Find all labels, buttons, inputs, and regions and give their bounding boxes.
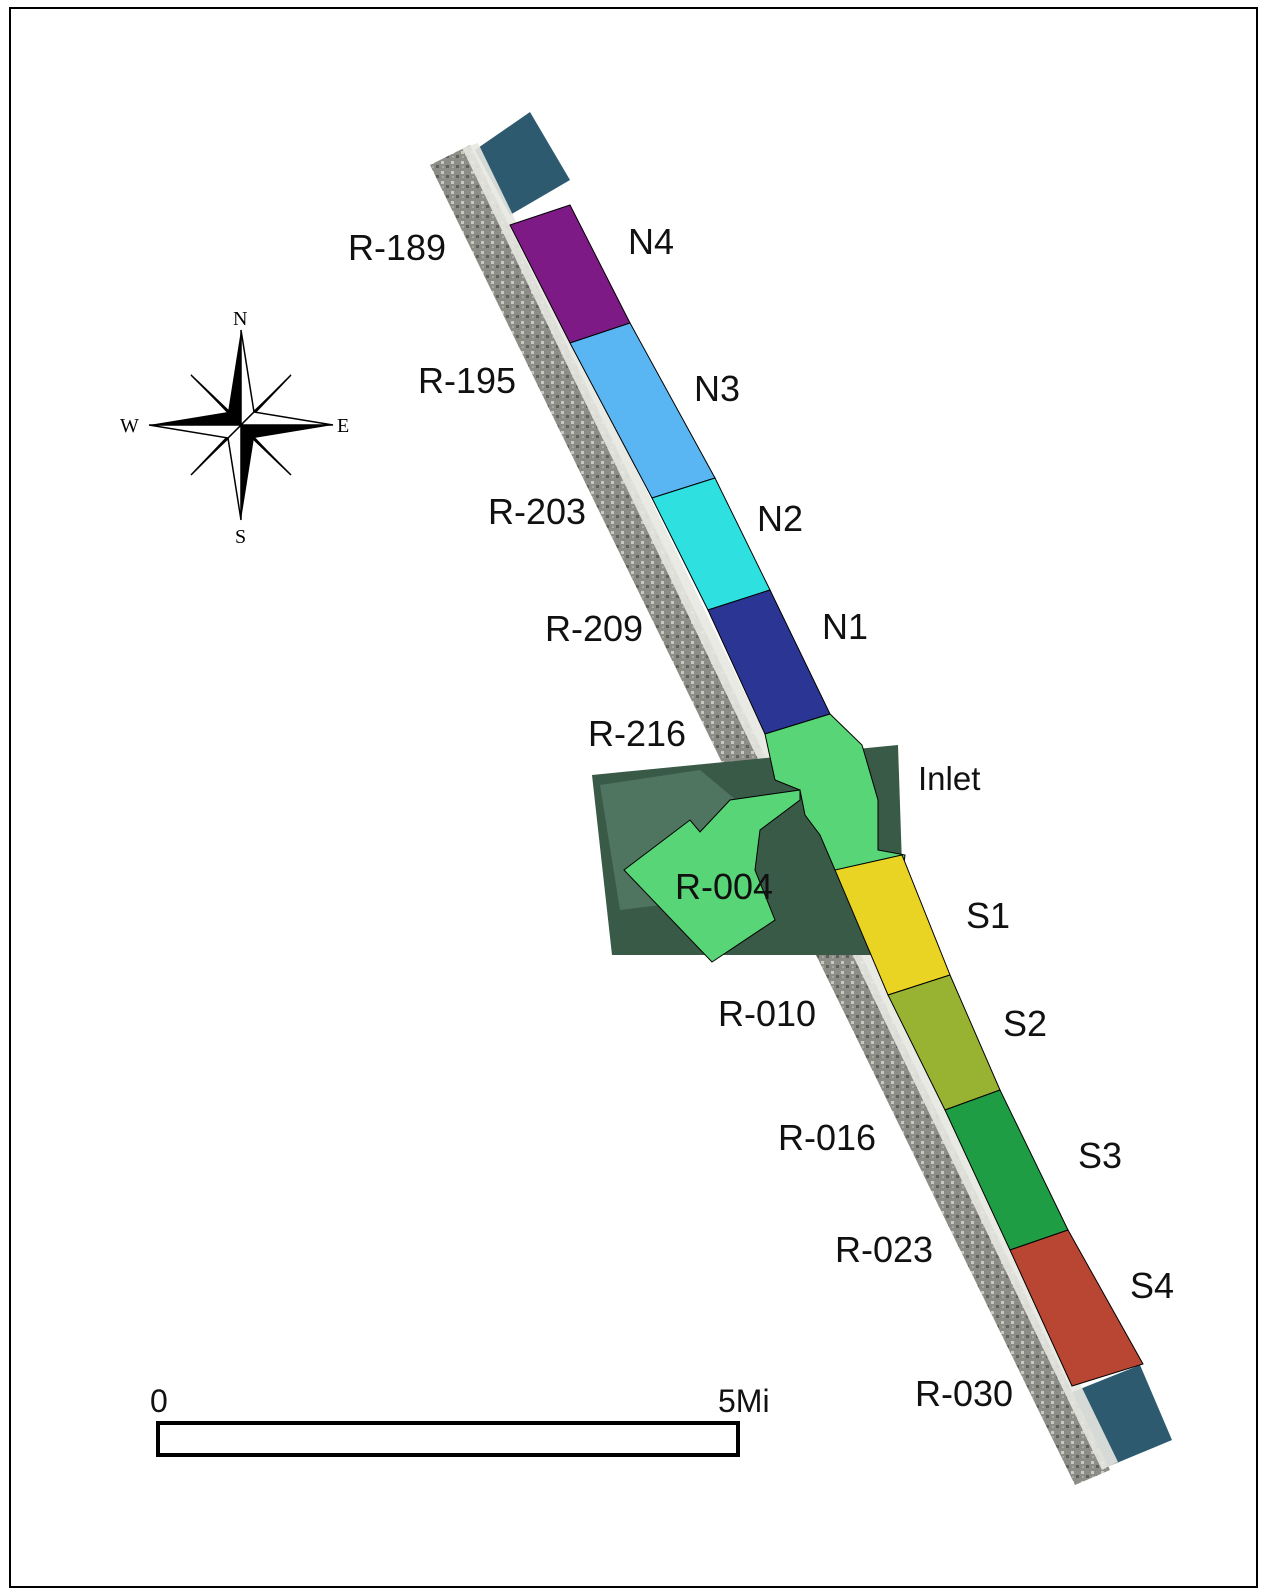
segment-label-inlet: Inlet [918,760,980,797]
monument-label-r195: R-195 [418,360,516,401]
monument-label-r010: R-010 [718,993,816,1034]
segment-label-n1: N1 [822,606,868,647]
scale-bar-start-label: 0 [150,1383,168,1419]
scale-bar-end-label: 5Mi [718,1383,770,1419]
monument-label-r203: R-203 [488,491,586,532]
compass-label-w: W [120,415,139,437]
segment-label-n4: N4 [628,221,674,262]
segment-label-s1: S1 [966,895,1010,936]
segment-label-s4: S4 [1130,1265,1174,1306]
monument-label-r189: R-189 [348,227,446,268]
compass-rose-icon [148,329,334,521]
scale-bar [156,1421,740,1457]
segment-label-n3: N3 [694,368,740,409]
segment-label-n2: N2 [757,498,803,539]
monument-label-r023: R-023 [835,1229,933,1270]
segment-label-s3: S3 [1078,1135,1122,1176]
monument-label-r209: R-209 [545,608,643,649]
compass-label-n: N [233,308,247,330]
inlet-shoal-polygon[interactable] [623,789,801,963]
segment-label-s2: S2 [1003,1003,1047,1044]
compass-label-e: E [337,415,349,437]
compass-label-s: S [235,526,246,548]
monument-label-r030: R-030 [915,1373,1013,1414]
monument-label-r004: R-004 [675,866,773,907]
monument-label-r016: R-016 [778,1117,876,1158]
monument-label-r216: R-216 [588,713,686,754]
segment-s4[interactable] [1009,1229,1144,1387]
